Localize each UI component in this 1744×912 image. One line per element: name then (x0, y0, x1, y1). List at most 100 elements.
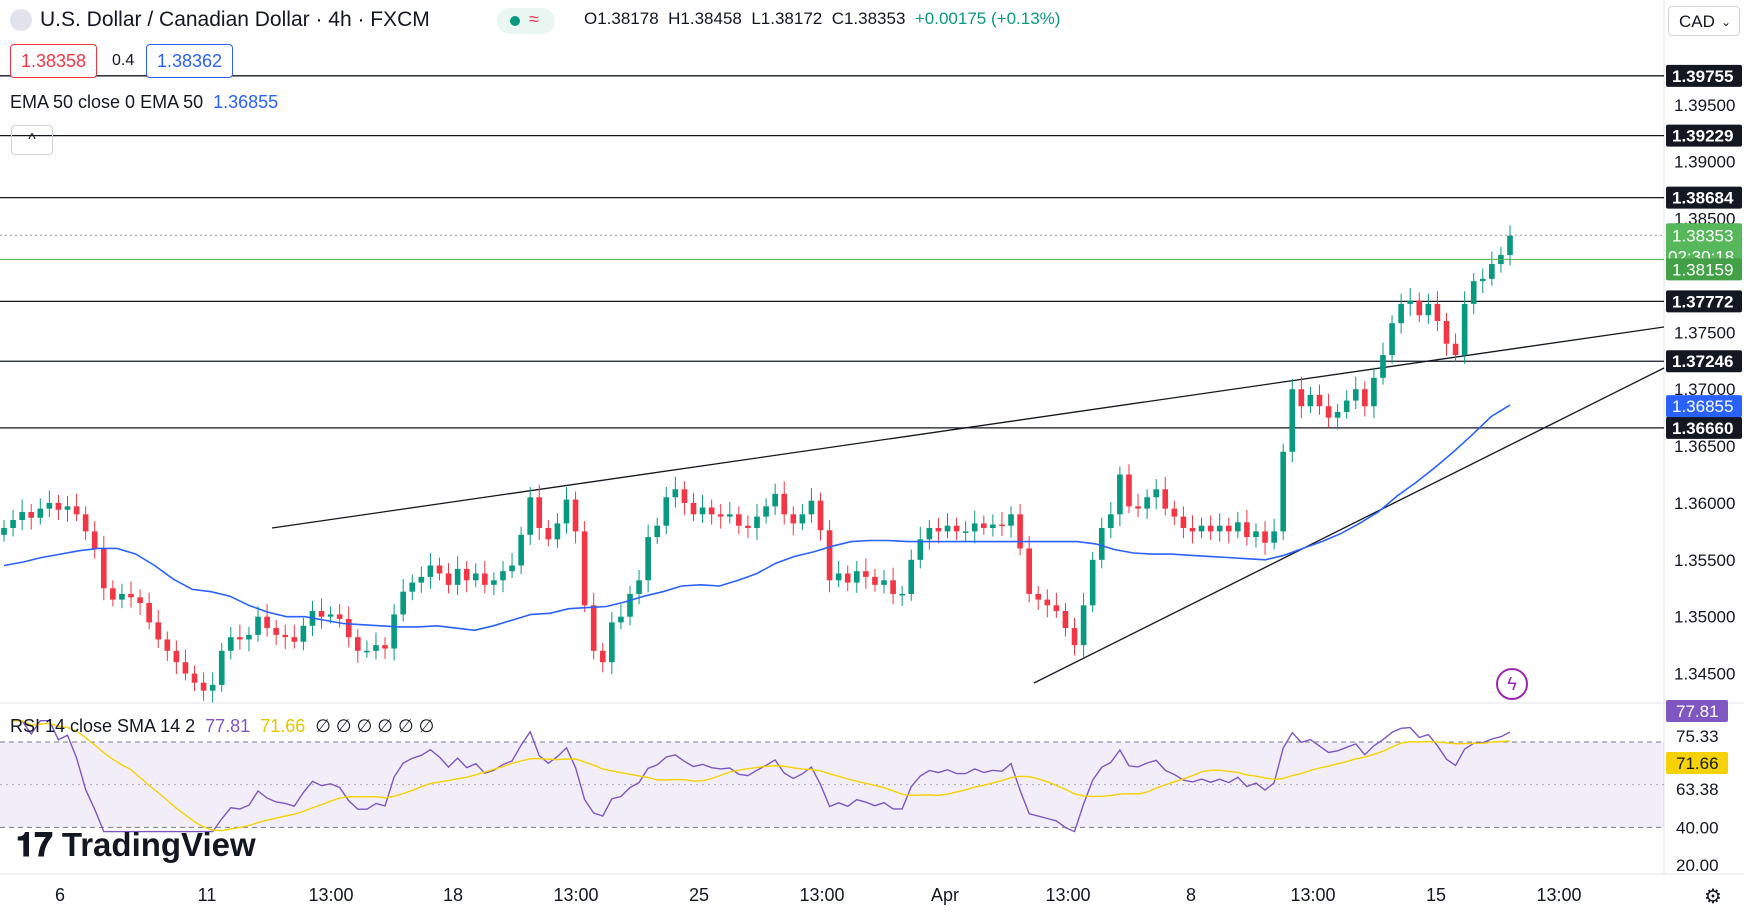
candle-body (1044, 599, 1051, 606)
candle-body (355, 637, 361, 651)
candle-body (790, 514, 797, 524)
candle-body (772, 493, 778, 507)
candle-body (1235, 522, 1241, 532)
candle-body (327, 614, 334, 617)
candle-body (609, 622, 615, 663)
candle-body (618, 616, 624, 623)
candle-body (699, 507, 706, 515)
candle-body (1489, 264, 1495, 279)
candle-body (46, 502, 53, 509)
candle-body (781, 493, 788, 515)
symbol-title[interactable]: U.S. Dollar / Canadian Dollar · 4h · FXC… (40, 8, 430, 31)
candle-body (463, 568, 470, 581)
candle-body (200, 682, 207, 691)
chevron-down-icon: ⌄ (1720, 15, 1731, 29)
candle-body (155, 622, 162, 640)
candle-body (708, 507, 715, 515)
settings-gear-icon[interactable]: ⚙ (1704, 886, 1722, 908)
candle-body (264, 616, 270, 629)
candle-body (962, 531, 969, 533)
candle-body (1144, 497, 1150, 509)
candle-body (645, 537, 651, 581)
level-label-bg (1666, 124, 1742, 147)
candle-body (1253, 531, 1259, 538)
candle-body (980, 523, 987, 528)
candle-body (872, 576, 878, 585)
candle-body (554, 523, 561, 540)
sell-button[interactable]: 1.38358 (10, 44, 98, 78)
candle-body (273, 628, 279, 635)
candle-body (100, 548, 107, 589)
ema-line (3, 404, 1511, 632)
candle-body (1380, 355, 1386, 378)
candle-body (944, 525, 951, 532)
candle-body (37, 508, 44, 518)
candle-body (1089, 559, 1096, 606)
candle-body (627, 593, 633, 617)
rsi-line (13, 720, 1511, 833)
candle-body (318, 611, 325, 617)
buy-button[interactable]: 1.38362 (146, 44, 234, 78)
candle-body (436, 565, 443, 574)
rsi-axis-label: 71.66 (1676, 754, 1719, 773)
low-value: L1.38172 (751, 9, 823, 28)
y-tick-label: 1.36000 (1674, 494, 1735, 513)
candle-body (391, 614, 397, 649)
candle-body (590, 605, 597, 651)
candle-body (146, 603, 152, 623)
close-value: C1.38353 (831, 9, 906, 28)
rsi-axis-label: 77.81 (1676, 702, 1719, 721)
level-label: 1.37772 (1672, 292, 1733, 311)
ema-legend[interactable]: EMA 50 close 0 EMA 50 1.36855 (10, 92, 278, 113)
candle-body (1071, 628, 1078, 646)
candle-body (28, 512, 35, 518)
market-status[interactable]: ≈ (497, 8, 555, 34)
rsi-legend[interactable]: RSI 14 close SMA 14 2 77.81 71.66 ∅ ∅ ∅ … (10, 716, 434, 737)
candle-body (799, 514, 806, 524)
data-delay-icon: ≈ (529, 9, 539, 29)
ema-label: EMA 50 close 0 EMA 50 (10, 92, 204, 112)
x-tick-label: 13:00 (308, 885, 353, 905)
y-tick-label: 1.39500 (1674, 96, 1735, 115)
candle-body (454, 568, 461, 585)
y-tick-label: 1.35500 (1674, 551, 1735, 570)
candle-body (364, 650, 370, 653)
candle-body (1053, 605, 1060, 612)
level-label-bg (1666, 64, 1742, 87)
candle-body (1026, 548, 1032, 594)
bid-label: 1.38159 (1672, 260, 1733, 279)
candle-body (209, 684, 216, 691)
candle-body (237, 637, 243, 640)
candle-body (1425, 303, 1432, 316)
level-label-bg (1666, 186, 1742, 209)
candle-body (137, 597, 143, 604)
ema-axis-label-bg (1666, 395, 1742, 418)
candle-body (1135, 506, 1141, 509)
candle-body (572, 499, 579, 532)
bid-label-bg (1666, 258, 1742, 281)
rsi-tick-label: 20.00 (1676, 856, 1719, 875)
candle-body (1371, 377, 1377, 407)
candle-body (246, 634, 252, 640)
candle-body (55, 502, 62, 510)
candle-body (1098, 527, 1105, 560)
open-value: O1.38178 (584, 9, 659, 28)
candle-body (345, 618, 352, 638)
currency-select[interactable]: CAD ⌄ (1668, 6, 1740, 36)
level-label-bg (1666, 290, 1742, 313)
candle-body (899, 593, 905, 596)
candle-body (754, 516, 760, 528)
candle-body (472, 573, 479, 581)
candle-body (1479, 278, 1486, 282)
candle-body (1407, 300, 1414, 304)
candle-body (1126, 474, 1132, 507)
candle-body (908, 559, 915, 594)
lightning-icon[interactable]: ϟ (1496, 668, 1528, 700)
candle-body (808, 500, 815, 515)
upper-trendline (271, 326, 1665, 529)
y-tick-label: 1.39000 (1674, 153, 1735, 172)
tradingview-logo: 𝟏𝟕 TradingView (16, 826, 256, 865)
level-label: 1.39755 (1672, 67, 1733, 86)
chevron-up-icon[interactable]: ^ (11, 125, 53, 155)
